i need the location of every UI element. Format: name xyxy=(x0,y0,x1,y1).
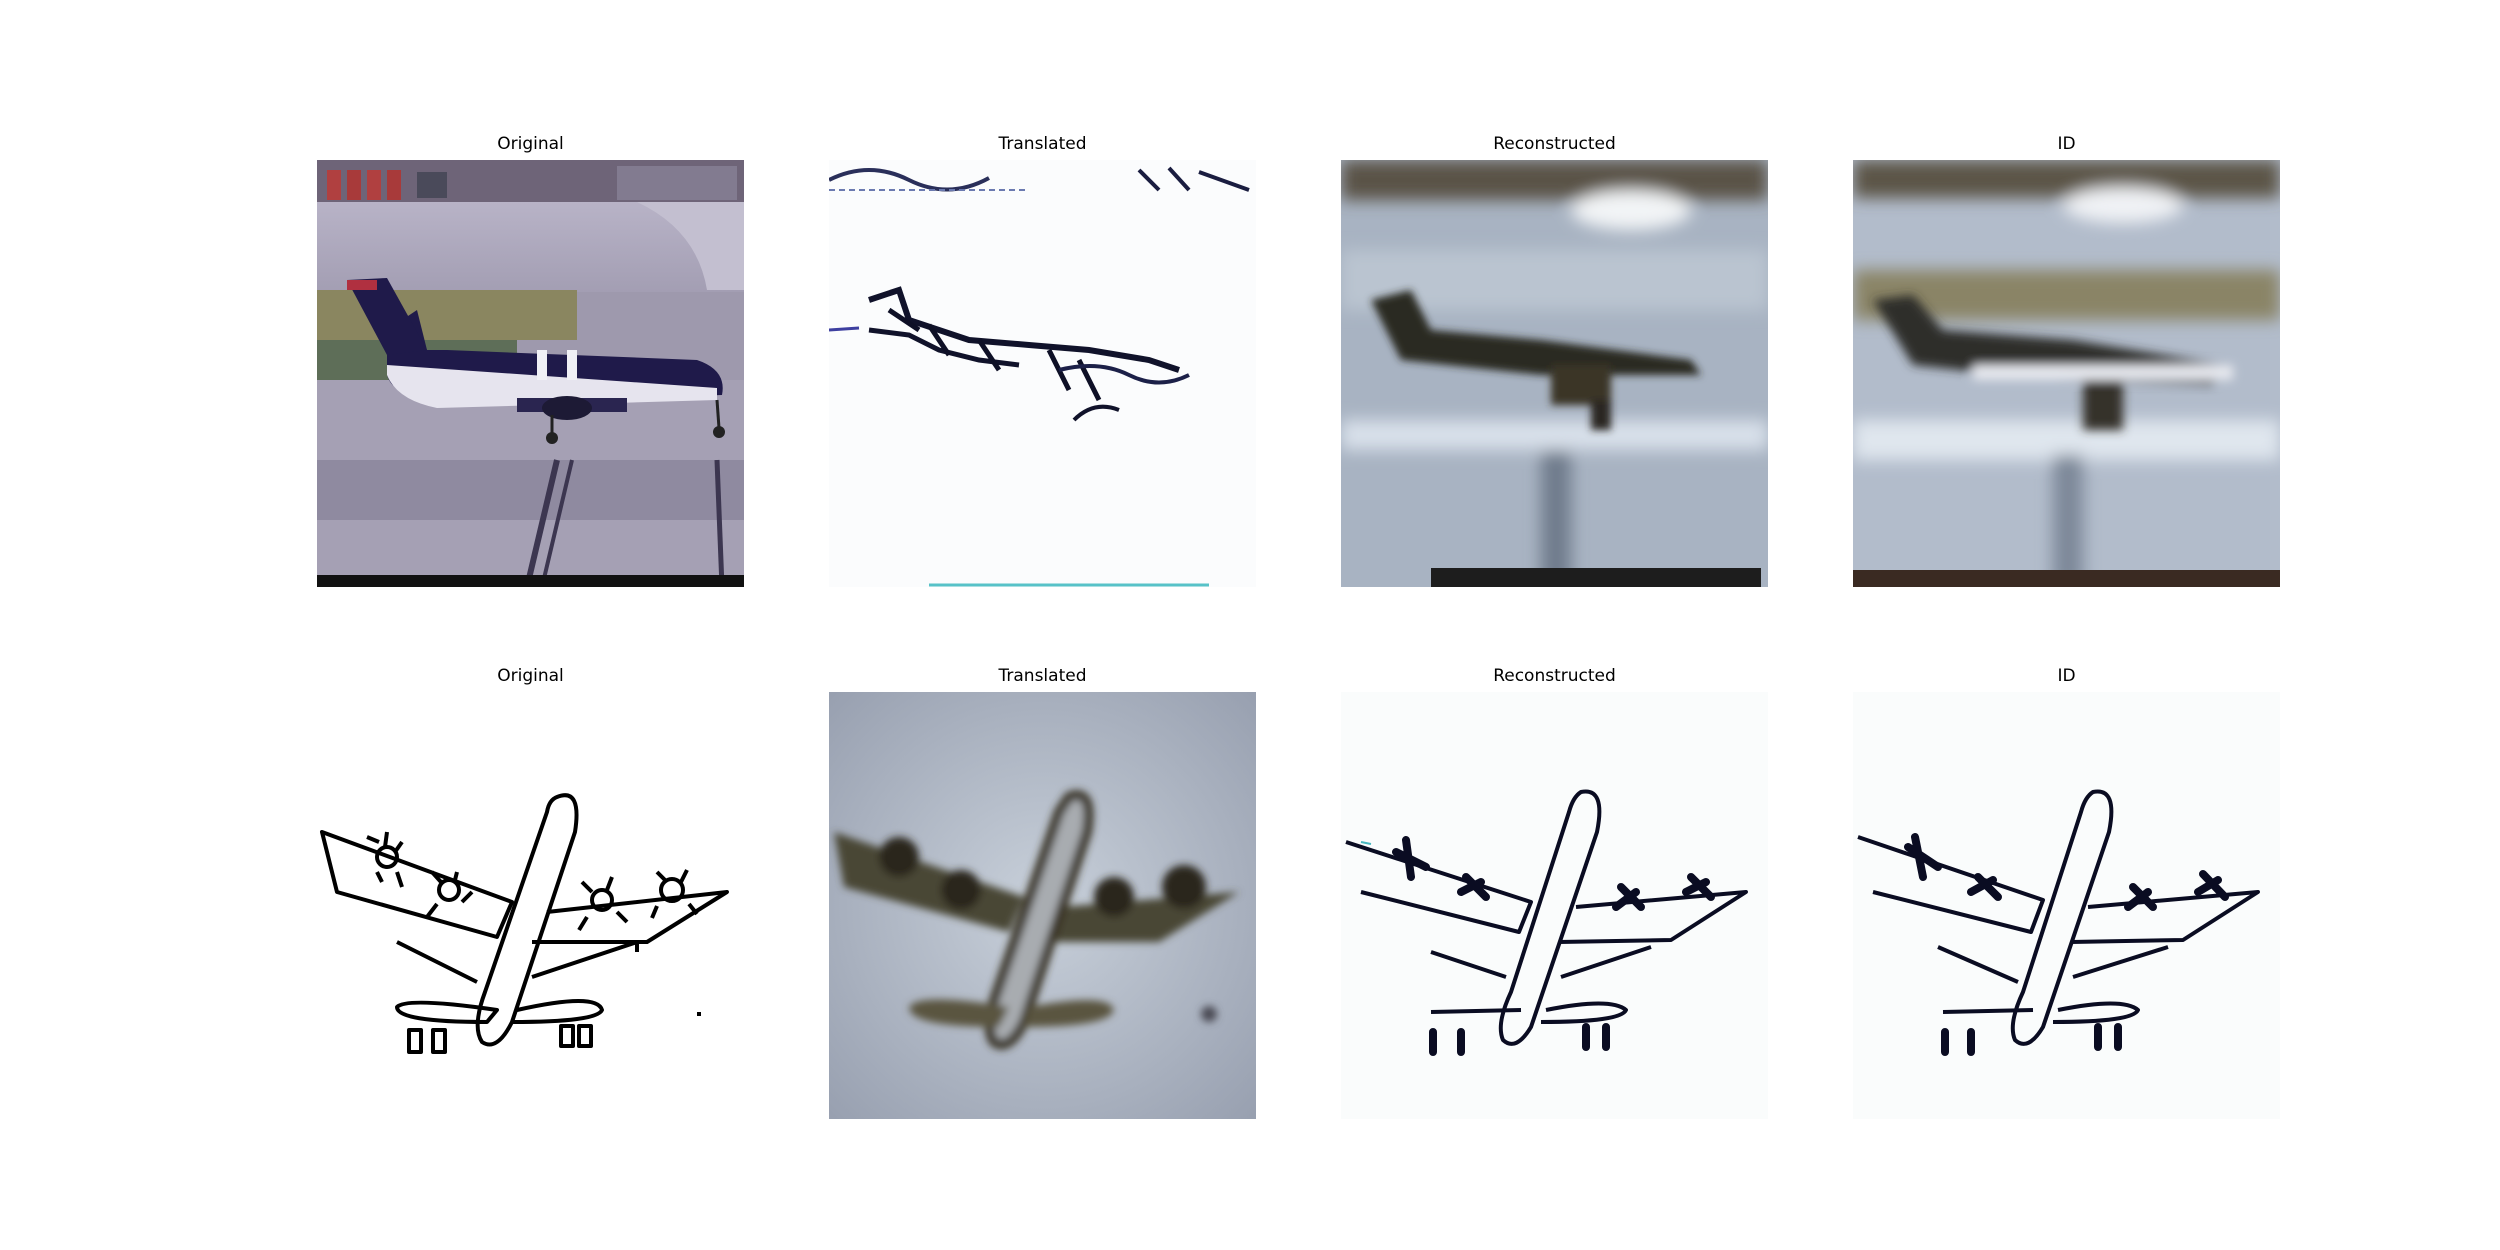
panel-title: Original xyxy=(497,134,564,154)
panel-title: ID xyxy=(2057,134,2076,154)
sketch-plane-image xyxy=(829,160,1256,587)
panel-title: Original xyxy=(497,666,564,686)
panel-title: Translated xyxy=(998,666,1087,686)
plane-photo-image xyxy=(317,160,744,587)
panel-title: Translated xyxy=(998,134,1087,154)
photo-style-plane-image xyxy=(829,692,1256,1119)
panel-title: Reconstructed xyxy=(1493,666,1616,686)
panel-title: Reconstructed xyxy=(1493,134,1616,154)
line-drawing-plane-image xyxy=(1341,692,1768,1119)
line-drawing-plane-image xyxy=(317,692,744,1119)
blurry-plane-image xyxy=(1341,160,1768,587)
blurry-plane-image xyxy=(1853,160,2280,587)
line-drawing-plane-image xyxy=(1853,692,2280,1119)
panel-title: ID xyxy=(2057,666,2076,686)
